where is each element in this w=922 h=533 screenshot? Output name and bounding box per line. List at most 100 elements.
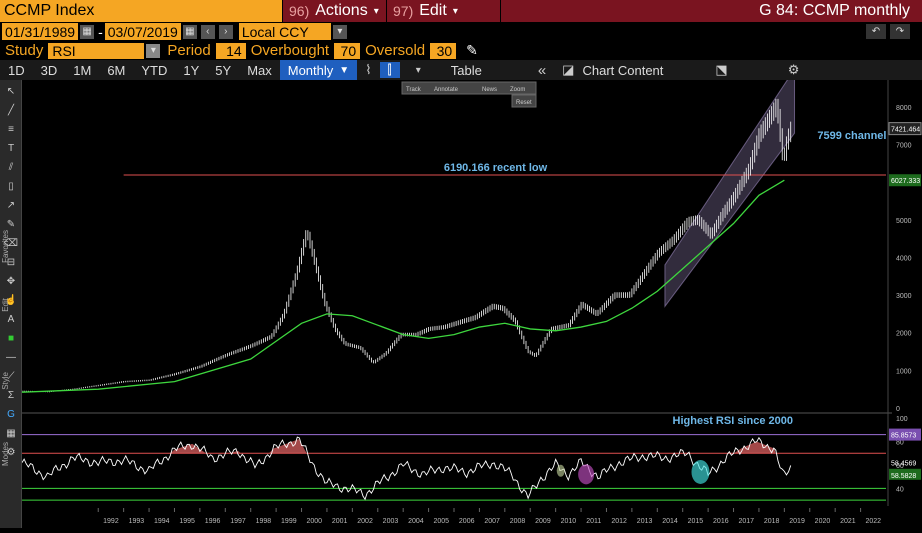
edit-menu[interactable]: 97) Edit ▾ [386,0,500,22]
x-tick-label: 1998 [256,518,272,525]
x-tick-label: 2011 [586,518,601,525]
tf-1d[interactable]: 1D [8,62,25,78]
overbought-input[interactable]: 70 [334,42,361,59]
edit-chevron-icon: ▾ [452,5,458,17]
ticker-field[interactable]: CCMP Index [0,0,282,22]
ruler-icon[interactable]: ⊟ [6,256,16,268]
tf-6m[interactable]: 6M [107,62,126,78]
currency-text: Local CCY [241,23,309,40]
popup-zoom[interactable]: Zoom [510,87,525,93]
end-calendar-icon[interactable]: ▦ [182,24,197,39]
frequency-text: Monthly [287,62,334,78]
fib-tool-icon[interactable]: ≡ [8,123,14,135]
text-style-icon[interactable]: A [7,313,15,325]
move-icon[interactable]: ✥ [6,275,16,287]
tf-1y[interactable]: 1Y [183,62,200,78]
overbought-label: Overbought [250,42,330,59]
mode-icon-2[interactable]: Σ [7,389,15,401]
start-calendar-icon[interactable]: ▦ [80,24,95,39]
popup-annotate[interactable]: Annotate [434,87,459,93]
x-tick-label: 1994 [154,518,170,525]
chart-area[interactable]: Track Annotate News Zoom Reset 6190.166 … [21,67,922,528]
mode-icon-1[interactable]: ⟋ [7,370,15,382]
oversold-input[interactable]: 30 [430,42,457,59]
text-tool-icon[interactable]: T [7,142,15,154]
x-tick-label: 2014 [662,518,678,525]
ma-price-tag [889,174,921,187]
rsi-high-tag [889,428,921,441]
tf-max[interactable]: Max [247,62,272,78]
x-tick-label: 2017 [738,518,754,525]
arrow-tool-icon[interactable]: ↗ [6,199,16,211]
x-tick-label: 2002 [357,518,373,525]
last-price-tag [888,122,922,136]
chart-title: G 84: CCMP monthly [500,0,922,22]
x-tick-label: 2005 [434,518,450,525]
start-date-field[interactable]: 01/31/1989 [2,23,79,40]
settings-gear-icon[interactable]: ⚙ [787,62,800,77]
line-chart-icon[interactable]: ⌇ [365,62,372,77]
channel-tool-icon[interactable]: ⫽ [8,161,14,173]
study-select[interactable]: RSI [48,42,145,59]
date-separator: - [98,23,103,40]
actions-menu[interactable]: 96) Actions ▾ [282,0,386,22]
color-icon[interactable]: ■ [7,332,15,344]
frequency-chevron-icon: ▼ [339,64,350,76]
redo-icon[interactable]: ↷ [890,24,910,39]
price-tick-label: 8000 [896,105,912,112]
price-tick-label: 7000 [896,142,912,149]
tf-5y[interactable]: 5Y [215,62,232,78]
collapse-arrows-icon[interactable]: « [537,61,547,79]
rsi-highlight-circle [691,459,710,484]
rect-tool-icon[interactable]: ▯ [8,180,14,192]
price-tick-label: 4000 [896,255,912,262]
style-side-label: Style [1,372,10,390]
chart-tool-popup: Track Annotate News Zoom Reset [401,81,537,108]
period-input[interactable]: 14 [215,42,246,59]
mode-icon-3[interactable]: G [7,408,15,420]
channel-annotation: 7599 channel [817,130,886,142]
actions-label: Actions [315,2,368,19]
pointer-icon[interactable]: ☝ [4,294,18,306]
rsi-highlight-circle [578,464,595,485]
undo-icon[interactable]: ↶ [866,24,886,39]
bar-chart-icon[interactable]: ⫿ [379,62,400,78]
pencil-icon[interactable]: ✎ [466,42,478,58]
mode-icon-5[interactable]: ⚙ [6,446,16,458]
tf-1m[interactable]: 1M [73,62,92,78]
currency-chevron-icon[interactable]: ▾ [332,24,347,39]
tf-3d[interactable]: 3D [40,62,58,78]
brush-tool-icon[interactable]: ✎ [6,218,16,230]
rsi-highlight-circle [556,464,565,477]
mode-icon-4[interactable]: ▦ [6,427,16,439]
price-tick-label: 3000 [896,293,912,300]
popup-reset[interactable]: Reset [516,100,532,106]
cursor-icon[interactable]: ↖ [6,85,16,97]
frequency-select[interactable]: Monthly ▼ [279,60,358,80]
table-button[interactable]: Table [450,62,482,78]
x-tick-label: 1992 [103,518,119,525]
price-tick-label: 5000 [896,218,912,225]
popup-track[interactable]: Track [406,87,422,93]
x-tick-label: 2003 [383,518,399,525]
favorites-label: Favorites [1,230,10,263]
chart-type-chevron-icon[interactable]: ▾ [415,64,421,76]
end-date-field[interactable]: 03/07/2019 [104,23,181,40]
x-tick-label: 2022 [866,518,882,525]
overbought-value: 70 [340,42,357,59]
study-chevron-icon[interactable]: ▾ [146,43,161,58]
eraser-icon[interactable]: ⌫ [3,237,19,249]
x-tick-label: 2021 [840,518,856,525]
currency-select[interactable]: Local CCY [238,23,331,40]
line-tool-icon[interactable]: ╱ [7,104,15,116]
x-tick-label: 2019 [789,518,805,525]
modes-side-label: Modes [1,442,10,467]
popup-news[interactable]: News [482,87,497,93]
next-arrow-icon[interactable]: › [218,24,233,39]
annotate-icon[interactable]: ⬔ [715,62,728,77]
style-line-icon[interactable]: — [6,351,16,363]
prev-arrow-icon[interactable]: ‹ [200,24,215,39]
chart-content-icon[interactable]: ◪ [562,62,575,77]
tf-ytd[interactable]: YTD [141,62,168,78]
chart-content-button[interactable]: Chart Content [582,62,664,78]
